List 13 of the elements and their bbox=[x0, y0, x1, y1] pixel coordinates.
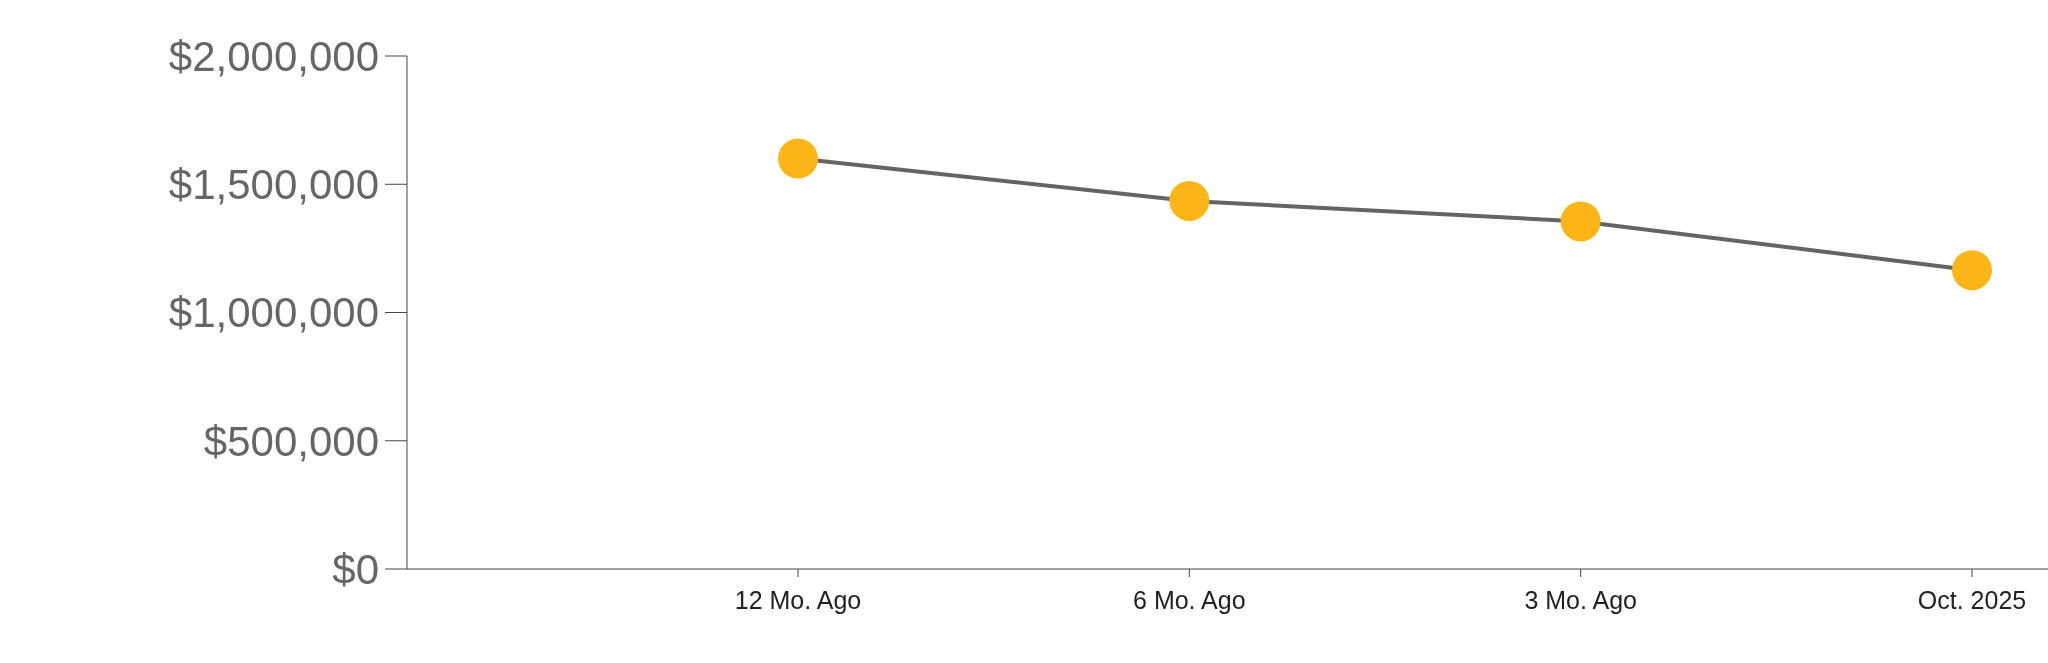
y-tick-label: $500,000 bbox=[203, 417, 379, 465]
x-tick-label: 3 Mo. Ago bbox=[1524, 585, 1637, 614]
y-tick-label: $0 bbox=[332, 545, 379, 593]
point bbox=[778, 138, 818, 179]
point bbox=[1560, 201, 1601, 242]
y-tick-label: $2,000,000 bbox=[168, 32, 379, 80]
x-tick-label: 12 Mo. Ago bbox=[734, 585, 862, 614]
x-tick-label: 6 Mo. Ago bbox=[1133, 585, 1246, 614]
y-tick-label: $1,000,000 bbox=[168, 289, 379, 337]
point bbox=[1952, 250, 1992, 291]
point bbox=[1169, 180, 1210, 221]
y-tick-label: $1,500,000 bbox=[168, 161, 379, 209]
x-tick-label: Oct. 2025 bbox=[1917, 585, 2027, 614]
